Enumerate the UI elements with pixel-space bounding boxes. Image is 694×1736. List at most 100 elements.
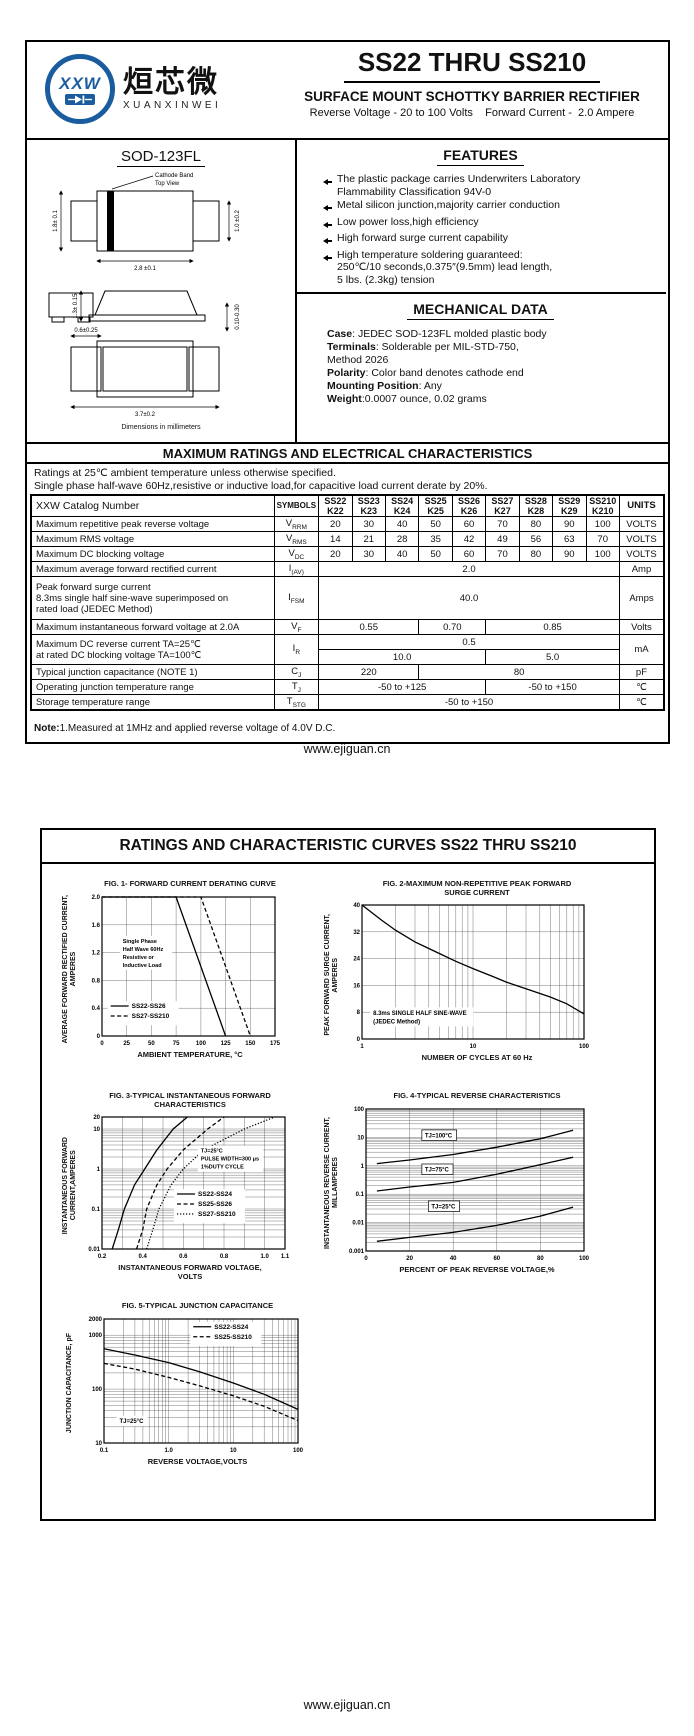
dim-lead-width: 1.0 ±0.2 [235,210,241,232]
datasheet-front-page: XXW 烜芯微 XUANXINWEI SS22 THRU SS210 SURFA… [25,40,670,744]
fig3-title: FIG. 3-TYPICAL INSTANTANEOUS FORWARD CHA… [109,1091,271,1109]
svg-text:1: 1 [97,1167,101,1173]
fig4-y-axis-label: INSTANTANEOUS REVERSE CURRENT, MILLAMPER… [324,1116,339,1249]
value-cell: 42 [451,531,487,547]
feature-text: High temperature soldering guaranteed: 2… [337,248,553,286]
fig3-x-axis-label: INSTANTANEOUS FORWARD VOLTAGE, VOLTS [118,1263,262,1281]
table-header-row: XXW Catalog Number SYMBOLS SS22 K22 SS23 K23 S… [30,494,665,517]
feature-item: Metal silicon junction,majority carrier … [323,199,656,215]
fig5-y-axis-label: JUNCTION CAPACITANCE, pF [66,1333,73,1434]
fig2-plot: 1 10 100 0 8 16 24 32 40 8.3ms SINGLE HALF SINE-W… [353,903,589,1050]
condition-line: Single phase half-wave 60Hz,resistive or… [34,479,488,492]
svg-text:8: 8 [357,1010,361,1016]
value-cell: 63 [552,531,587,547]
svg-text:Single Phase: Single Phase [123,938,157,944]
svg-text:1.2: 1.2 [92,950,101,956]
value-cell: 35 [418,531,453,547]
package-name: SOD-123FL [116,148,206,167]
svg-text:0: 0 [100,1041,104,1047]
svg-text:1000: 1000 [89,1333,103,1339]
svg-text:16: 16 [353,983,360,989]
part-series-title: SS22 THRU SS210 [343,47,601,83]
feature-text: The plastic package carries Underwriters… [337,173,581,198]
logo-circle-icon: XXW [45,54,115,124]
mechanical-line: Mounting Position: Any [327,380,442,392]
dim-standoff: 0.10-0.30 [235,304,241,330]
value-cell: 0.70 [418,619,487,635]
curves-page-heading: RATINGS AND CHARACTERISTIC CURVES SS22 T… [42,830,654,864]
table-row: Storage temperature range TSTG -50 to +150… [30,694,665,711]
dim-side-height: 1.3± 0.15 [73,293,79,319]
logo-wordmark: 烜芯微 XUANXINWEI [123,67,221,112]
top-view-label: Top View [155,181,180,187]
logo-xxw-text: XXW [59,73,101,93]
arrow-bullet-icon [323,176,337,198]
fig3-plot: 0.2 0.4 0.6 0.8 1.0 1.1 0.01 0.1 1 10 20 TJ=25°C PUL… [88,1115,290,1260]
dim-body-width: 2.8 ±0.1 [134,266,156,272]
part-number-header: SS26 K26 [451,494,487,517]
value-cell: 0.55 [318,619,420,635]
value-cell: 40 [384,546,420,562]
value-cell: 90 [552,516,587,532]
row-label: Maximum RMS voltage [30,531,275,547]
svg-text:SS27-SS210: SS27-SS210 [132,1013,170,1020]
value-cell: 220 [318,664,420,680]
svg-text:TJ=75°C: TJ=75°C [425,1167,450,1173]
svg-text:10: 10 [470,1044,477,1050]
fig2-x-axis-label: NUMBER OF CYCLES AT 60 Hz [421,1053,533,1062]
svg-text:40: 40 [353,903,360,909]
table-row: Peak forward surge current 8.3ms single … [30,576,665,620]
value-cell: 80 [518,546,554,562]
svg-text:1.0: 1.0 [261,1254,270,1260]
svg-text:24: 24 [353,957,360,963]
company-logo: XXW 烜芯微 XUANXINWEI [45,54,221,124]
header: XXW 烜芯微 XUANXINWEI SS22 THRU SS210 SURFA… [27,42,668,140]
svg-text:0.6: 0.6 [179,1254,188,1260]
fig1-y-axis-label: AVERAGE FORWARD RECTIFIED CURRENT, AMPER… [62,894,77,1044]
value-cell: 20 [318,546,353,562]
svg-text:10: 10 [95,1441,102,1447]
row-label: Maximum repetitive peak reverse voltage [30,516,275,532]
mechanical-line: Method 2026 [327,354,389,366]
svg-text:0.2: 0.2 [98,1254,107,1260]
arrow-bullet-icon [323,235,337,248]
features-section: FEATURES The plastic package carries Und… [295,140,666,294]
svg-text:100: 100 [92,1387,103,1393]
part-number-header: SS25 K25 [418,494,453,517]
svg-text:20: 20 [406,1256,413,1262]
mechanical-line: Polarity: Color band denotes cathode end [327,367,524,379]
fig5-x-axis-label: REVERSE VOLTAGE,VOLTS [147,1456,248,1466]
value-cell: 40 [384,516,420,532]
mechanical-line: Case: JEDEC SOD-123FL molded plastic bod… [327,328,547,340]
value-cell: 70 [485,516,520,532]
row-label: Maximum DC reverse current TA=25℃ at rat… [30,634,275,665]
value-cell: 100 [585,516,620,532]
svg-text:1%DUTY CYCLE: 1%DUTY CYCLE [201,1165,244,1171]
fig3-instantaneous-forward-characteristics: FIG. 3-TYPICAL INSTANTANEOUS FORWARD CHA… [62,1091,302,1281]
value-cell: 20 [318,516,353,532]
svg-text:0.1: 0.1 [356,1192,365,1198]
fig5-title: FIG. 5-TYPICAL JUNCTION CAPACITANCE [121,1301,274,1310]
value-cell: -50 to +150 [485,679,620,695]
row-symbol: IFSM [273,576,320,620]
svg-text:125: 125 [221,1041,232,1047]
value-cell: 14 [318,531,353,547]
curves-page: RATINGS AND CHARACTERISTIC CURVES SS22 T… [40,828,656,1521]
svg-text:0.4: 0.4 [139,1254,148,1260]
value-cell: 0.85 [485,619,620,635]
value-cell: 2.0 [318,561,620,577]
symbols-header: SYMBOLS [273,494,320,517]
svg-text:0.8: 0.8 [220,1254,229,1260]
svg-text:SS22-SS24: SS22-SS24 [214,1323,248,1330]
value-cell: 30 [351,516,386,532]
value-cell: 50 [418,546,453,562]
value-cell: 30 [351,546,386,562]
note-text: 1.Measured at 1MHz and applied reverse v… [59,723,336,734]
fig4-title: FIG. 4-TYPICAL REVERSE CHARACTERISTICS [393,1091,561,1100]
feature-item: Low power loss,high efficiency [323,216,656,232]
svg-text:25: 25 [123,1041,130,1047]
dim-body-height: 1.8± 0.1 [53,210,59,232]
package-drawing: Cathode Band Top View 1.8± 0.1 1.0 ±0.2 … [48,173,241,418]
row-unit: pF [618,664,665,680]
fig2-title: FIG. 2-MAXIMUM NON-REPETITIVE PEAK FORWA… [382,879,572,897]
